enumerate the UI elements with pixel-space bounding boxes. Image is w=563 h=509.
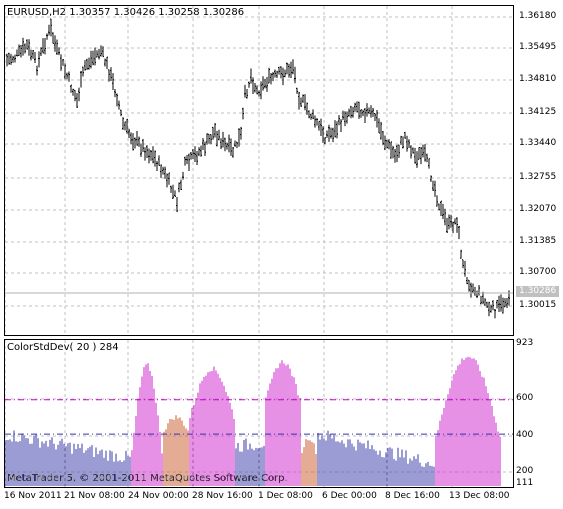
- time-tick-label: 13 Dec 08:00: [449, 491, 510, 501]
- price-tick-label: 1.30700: [519, 267, 557, 277]
- copyright-text: MetaTrader 5, © 2001-2011 MetaQuotes Sof…: [7, 473, 288, 484]
- indicator-tick-label: 923: [516, 338, 534, 348]
- time-tick-label: 1 Dec 08:00: [258, 491, 313, 501]
- indicator-chart-area[interactable]: [4, 339, 514, 488]
- price-chart-svg: [5, 6, 513, 335]
- price-tick-label: 1.35495: [519, 42, 557, 52]
- current-price-label: 1.30286: [516, 286, 560, 297]
- price-grid: [5, 6, 513, 335]
- indicator-tick-label: 111: [516, 478, 534, 488]
- indicator-grid: [5, 340, 513, 487]
- price-tick-label: 1.34125: [519, 107, 557, 117]
- indicator-tick-label: 200: [516, 466, 534, 476]
- indicator-histogram: [5, 356, 501, 486]
- time-tick-label: 16 Nov 2011: [4, 491, 62, 501]
- indicator-tick-label: 600: [516, 393, 534, 403]
- time-tick-label: 6 Dec 00:00: [322, 491, 377, 501]
- price-tick-label: 1.36180: [519, 11, 557, 21]
- price-tick-label: 1.34810: [519, 74, 557, 84]
- price-tick-label: 1.32070: [519, 204, 557, 214]
- indicator-chart-svg: [5, 340, 513, 487]
- time-tick-label: 28 Nov 16:00: [192, 491, 253, 501]
- time-tick-label: 21 Nov 08:00: [64, 491, 125, 501]
- time-tick-label: 8 Dec 16:00: [385, 491, 440, 501]
- price-bars: [6, 18, 510, 319]
- price-chart-area[interactable]: [4, 5, 514, 336]
- time-tick-label: 24 Nov 00:00: [128, 491, 189, 501]
- indicator-tick-label: 400: [516, 430, 534, 440]
- price-tick-label: 1.32755: [519, 172, 557, 182]
- indicator-title: ColorStdDev( 20 ) 284: [7, 342, 119, 353]
- price-tick-label: 1.33440: [519, 138, 557, 148]
- price-tick-label: 1.30015: [519, 300, 557, 310]
- symbol-info: EURUSD,H2 1.30357 1.30426 1.30258 1.3028…: [7, 7, 245, 18]
- price-tick-label: 1.31385: [519, 236, 557, 246]
